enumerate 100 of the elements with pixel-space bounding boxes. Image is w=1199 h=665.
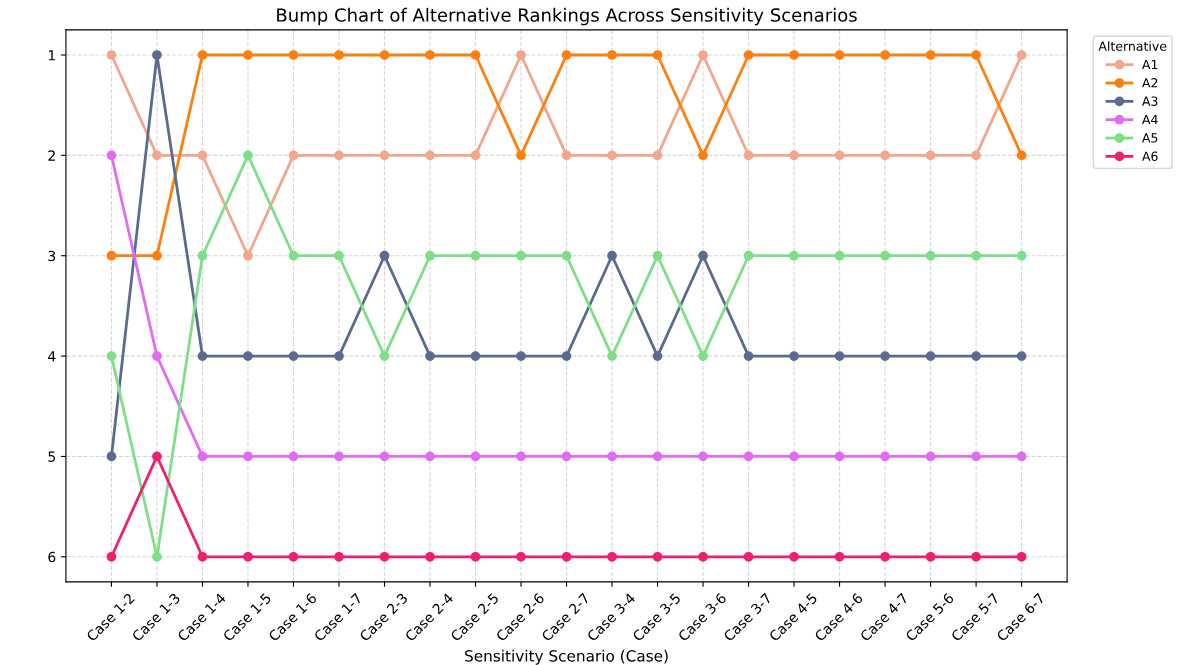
point: [379, 351, 390, 361]
point: [106, 551, 117, 562]
point: [288, 351, 299, 361]
point: [106, 50, 117, 60]
legend-label: A5: [1142, 133, 1158, 143]
point: [152, 351, 162, 361]
point: [698, 150, 708, 161]
point: [971, 551, 981, 562]
point: [561, 150, 572, 161]
legend-label: A3: [1142, 96, 1158, 106]
point: [925, 451, 936, 462]
point: [561, 250, 572, 261]
point: [880, 351, 890, 361]
point: [152, 551, 162, 562]
point: [834, 50, 845, 60]
point: [379, 551, 390, 562]
point: [789, 250, 799, 261]
point: [288, 551, 299, 562]
point: [470, 150, 481, 161]
point: [243, 150, 253, 161]
point: [607, 451, 617, 462]
point: [334, 351, 344, 361]
point: [1016, 150, 1027, 161]
point: [925, 50, 936, 60]
point: [197, 351, 208, 361]
point: [652, 451, 663, 462]
point: [789, 50, 799, 60]
point: [425, 351, 435, 361]
point: [243, 451, 253, 462]
point: [470, 351, 481, 361]
point: [925, 150, 936, 161]
point: [789, 451, 799, 462]
point: [561, 50, 572, 60]
point: [106, 150, 117, 161]
y-tick-label: 2: [48, 150, 55, 161]
point: [288, 150, 299, 161]
point: [971, 351, 981, 361]
x-axis-title: Sensitivity Scenario (Case): [465, 649, 668, 665]
point: [288, 250, 299, 261]
point: [652, 150, 663, 161]
point: [607, 250, 617, 261]
point: [925, 250, 936, 261]
point: [607, 551, 617, 562]
point: [334, 150, 344, 161]
point: [243, 551, 253, 562]
point: [425, 50, 435, 60]
point: [152, 451, 162, 462]
point: [106, 451, 117, 462]
point: [516, 451, 526, 462]
y-tick-label: 5: [48, 451, 56, 462]
point: [698, 50, 708, 60]
legend-label: A4: [1142, 114, 1158, 125]
point: [379, 451, 390, 462]
point: [379, 150, 390, 161]
point: [516, 250, 526, 261]
point: [743, 351, 754, 361]
point: [652, 351, 663, 361]
point: [880, 150, 890, 161]
point: [334, 50, 344, 60]
point: [516, 150, 526, 161]
point: [334, 250, 344, 261]
point: [652, 250, 663, 261]
point: [470, 250, 481, 261]
point: [698, 551, 708, 562]
point: [743, 150, 754, 161]
chart-title: Bump Chart of Alternative Rankings Across Sensitivity Scenarios: [277, 7, 857, 26]
point: [880, 551, 890, 562]
point: [743, 250, 754, 261]
point: [698, 451, 708, 462]
point: [334, 551, 344, 562]
point: [152, 50, 162, 60]
point: [106, 250, 117, 261]
legend-label: A1: [1142, 59, 1158, 70]
point: [425, 551, 435, 562]
point: [789, 351, 799, 361]
point: [470, 50, 481, 60]
y-tick-label: 6: [48, 551, 56, 563]
point: [516, 551, 526, 562]
point: [652, 50, 663, 60]
y-tick-label: 3: [48, 250, 56, 262]
point: [880, 451, 890, 462]
point: [561, 451, 572, 462]
point: [288, 451, 299, 462]
point: [516, 50, 526, 60]
point: [379, 50, 390, 60]
point: [470, 551, 481, 562]
point: [834, 351, 845, 361]
point: [425, 150, 435, 161]
point: [243, 351, 253, 361]
point: [152, 150, 162, 161]
legend-label: A6: [1142, 151, 1158, 161]
point: [152, 250, 162, 261]
y-tick-label: 4: [48, 351, 56, 362]
point: [789, 551, 799, 562]
legend-title: Alternative: [1098, 41, 1167, 51]
point: [379, 250, 390, 261]
point: [1016, 250, 1027, 261]
point: [1016, 451, 1027, 462]
point: [971, 451, 981, 462]
point: [197, 50, 208, 60]
